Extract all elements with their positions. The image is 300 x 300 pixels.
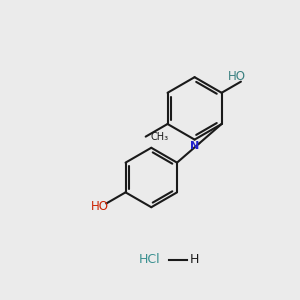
Text: HCl: HCl	[139, 254, 161, 266]
Text: N: N	[190, 141, 199, 151]
Text: HO: HO	[228, 70, 246, 83]
Text: CH₃: CH₃	[150, 132, 168, 142]
Text: HO: HO	[91, 200, 109, 213]
Text: H: H	[190, 254, 199, 266]
